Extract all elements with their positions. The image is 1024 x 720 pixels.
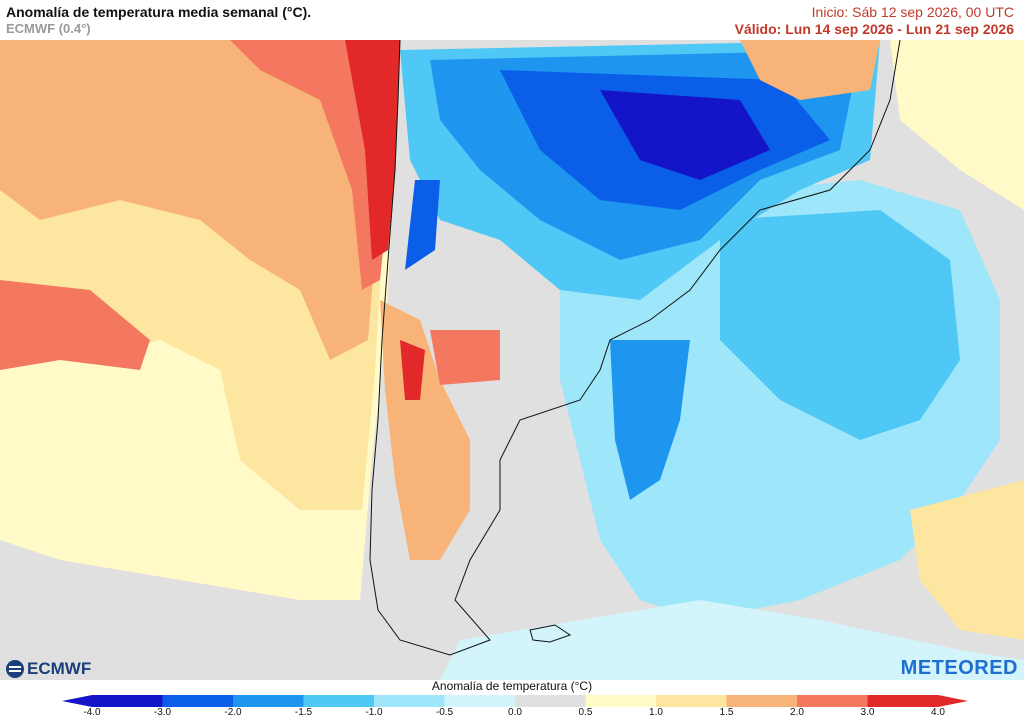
ecmwf-logo: ECMWF bbox=[6, 659, 91, 679]
colorbar-tick-label: -4.0 bbox=[83, 707, 101, 718]
colorbar-tick-label: -1.0 bbox=[365, 707, 383, 718]
colorbar-segment bbox=[656, 695, 727, 707]
init-time: Inicio: Sáb 12 sep 2026, 00 UTC bbox=[811, 4, 1014, 20]
colorbar-tick-label: -3.0 bbox=[153, 707, 172, 718]
colorbar-segment bbox=[303, 695, 375, 707]
colorbar-segment bbox=[726, 695, 798, 707]
colorbar-tick-label: -1.5 bbox=[294, 707, 313, 718]
cuyo-warm bbox=[430, 330, 500, 385]
pacific-warm-patch bbox=[0, 280, 150, 370]
legend-title: Anomalía de temperatura (°C) bbox=[431, 679, 593, 693]
colorbar-segment bbox=[515, 695, 586, 707]
atlantic-se-warm bbox=[910, 480, 1024, 640]
valid-period: Válido: Lun 14 sep 2026 - Lun 21 sep 202… bbox=[734, 21, 1014, 37]
atlantic-cold-mid bbox=[720, 210, 960, 440]
southern-cold-light bbox=[440, 600, 1024, 680]
malvinas-islands bbox=[529, 624, 572, 643]
continent-cold-core bbox=[600, 90, 770, 180]
colorbar-tick-label: 0.5 bbox=[578, 707, 593, 718]
colorbar-tick-label: 3.0 bbox=[860, 707, 875, 718]
colorbar-ticks: -4.0 -3.0 -2.0 -1.5 -1.0 -0.5 0.0 0.5 1.0 1.5 2.0 3… bbox=[0, 707, 1024, 720]
ecmwf-logo-icon bbox=[6, 660, 24, 678]
coastline bbox=[369, 40, 901, 656]
meteored-logo: METEORED bbox=[900, 657, 1018, 679]
pacific-warm-orange bbox=[0, 40, 390, 360]
colorbar-tick-label: 4.0 bbox=[931, 707, 945, 718]
coast-warm-red bbox=[230, 40, 398, 290]
map-canvas bbox=[0, 40, 1024, 680]
colorbar-segment bbox=[585, 695, 657, 707]
colorbar-tick-label: -0.5 bbox=[435, 707, 454, 718]
atlantic-cold-plume bbox=[610, 340, 690, 500]
colorbar-segment bbox=[867, 695, 968, 707]
colorbar-tick-label: 1.5 bbox=[719, 707, 734, 718]
andes-cold-spot bbox=[405, 180, 440, 270]
colorbar bbox=[62, 694, 968, 707]
colorbar-segment bbox=[374, 695, 445, 707]
colorbar-tick-label: 2.0 bbox=[790, 707, 804, 718]
colorbar-segment bbox=[62, 695, 163, 707]
atlantic-ne-warm bbox=[890, 40, 1024, 210]
andes-hot-spot bbox=[400, 340, 425, 400]
colorbar-segment bbox=[233, 695, 304, 707]
coast-hot-strip bbox=[345, 40, 400, 260]
colorbar-segment bbox=[444, 695, 516, 707]
colorbar-segment bbox=[797, 695, 868, 707]
model-label: ECMWF (0.4°) bbox=[6, 21, 91, 36]
ecmwf-logo-text: ECMWF bbox=[27, 659, 92, 678]
colorbar-tick-label: -2.0 bbox=[224, 707, 242, 718]
map-title: Anomalía de temperatura media semanal (°… bbox=[6, 4, 312, 20]
colorbar-tick-label: 0.0 bbox=[508, 707, 522, 718]
colorbar-tick-label: 1.0 bbox=[649, 707, 663, 718]
anomaly-map bbox=[0, 40, 1024, 680]
brazil-ne-warm bbox=[740, 40, 880, 100]
colorbar-segment bbox=[162, 695, 234, 707]
